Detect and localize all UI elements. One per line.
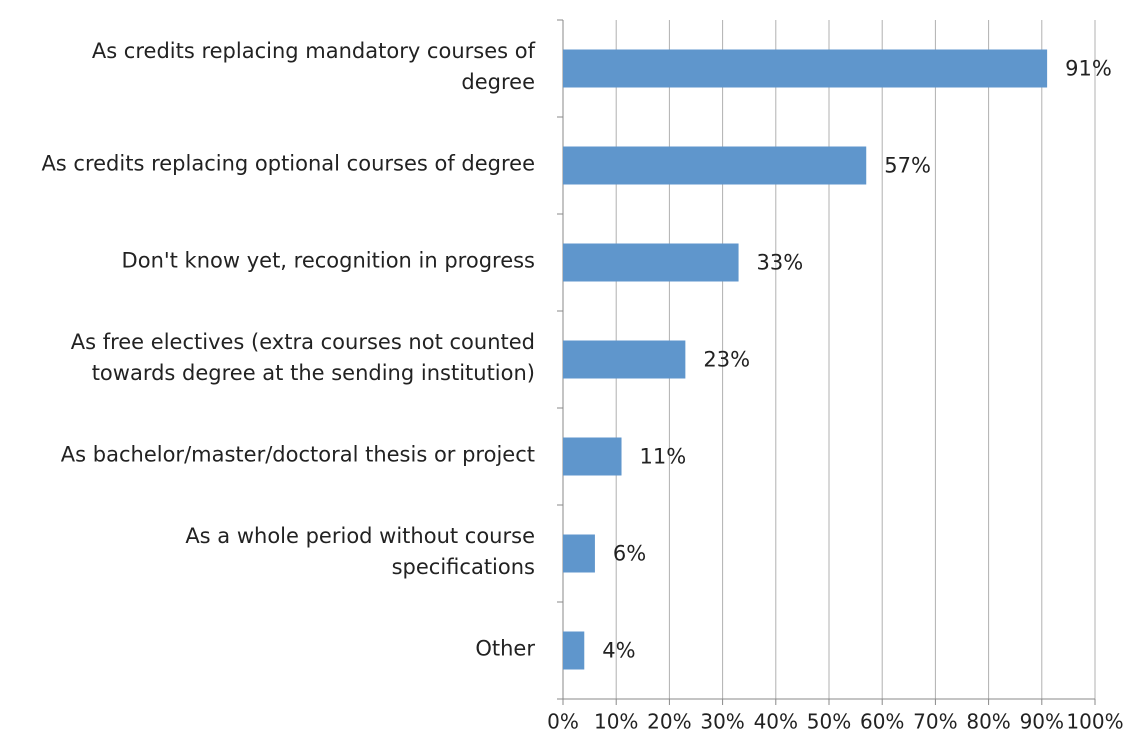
x-tick-label: 0% [547, 710, 579, 734]
category-label: As bachelor/master/doctoral thesis or pr… [60, 442, 535, 466]
value-label: 57% [884, 154, 931, 178]
x-tick-label: 20% [647, 710, 691, 734]
category-label: As a whole period without course specifi… [185, 523, 535, 579]
category-label: As credits replacing optional courses of… [41, 151, 535, 175]
bar [563, 340, 686, 379]
x-tick-label: 60% [860, 710, 904, 734]
value-label: 6% [613, 542, 646, 566]
value-label: 4% [602, 639, 635, 663]
bar [563, 49, 1048, 88]
bar [563, 437, 622, 476]
bar [563, 146, 867, 185]
x-tick-label: 90% [1020, 710, 1064, 734]
category-label: As free electives (extra courses not cou… [70, 329, 535, 385]
value-label: 91% [1065, 57, 1112, 81]
bar [563, 243, 739, 282]
x-tick-label: 70% [913, 710, 957, 734]
bar [563, 631, 585, 670]
category-label: Other [475, 636, 535, 660]
x-tick-label: 40% [754, 710, 798, 734]
category-label: Don't know yet, recognition in progress [121, 248, 535, 272]
bar [563, 534, 595, 573]
category-label: As credits replacing mandatory courses o… [91, 38, 535, 94]
x-tick-label: 30% [700, 710, 744, 734]
value-label: 33% [757, 251, 804, 275]
x-tick-label: 10% [594, 710, 638, 734]
x-tick-label: 50% [807, 710, 851, 734]
value-label: 11% [640, 445, 687, 469]
x-tick-label: 100% [1066, 710, 1123, 734]
value-label: 23% [703, 348, 750, 372]
x-tick-label: 80% [966, 710, 1010, 734]
